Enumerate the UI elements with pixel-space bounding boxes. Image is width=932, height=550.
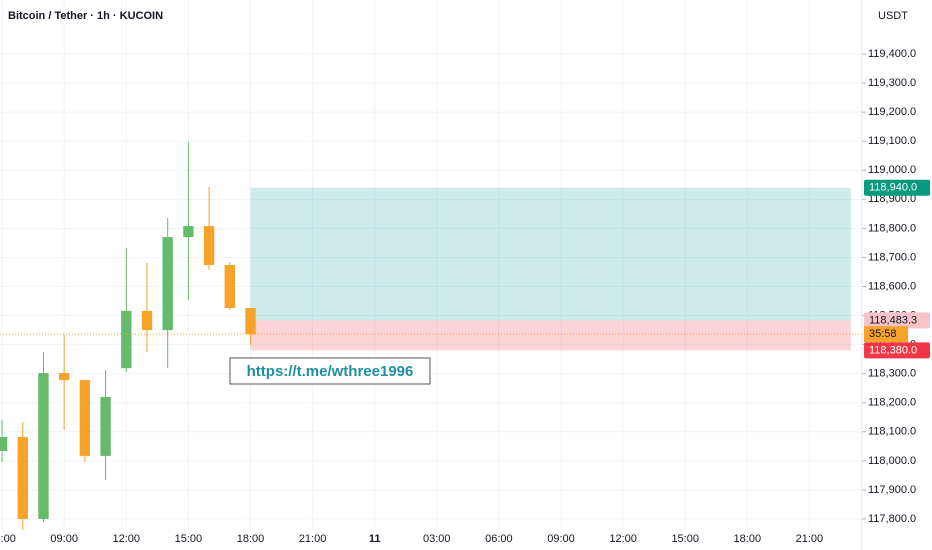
candle-body [0,437,8,451]
x-tick-label: 15:00 [671,533,699,545]
price-label: 118,483.3 [869,314,917,326]
chart-title: Bitcoin / Tether · 1h · KUCOIN [8,10,163,22]
y-tick-label: 119,200.0 [868,106,916,118]
candle-body [121,310,132,369]
x-tick-label: 11 [369,533,381,545]
price-label: 118,940.0 [869,182,917,194]
x-tick-label: 15:00 [175,533,203,545]
price-label: 118,380.0 [869,344,917,356]
x-tick-label: 12:00 [113,533,141,545]
y-tick-label: 118,000.0 [868,455,916,467]
x-tick-label: 03:00 [423,533,451,545]
x-tick-label: 18:00 [734,533,762,545]
y-tick-label: 117,800.0 [868,513,916,525]
x-tick-label: 12:00 [609,533,637,545]
annotation: https://t.me/wthree1996 [247,363,414,380]
stop-zone [250,320,851,351]
y-tick-label: 118,900.0 [868,193,916,205]
candle-body [224,265,235,309]
y-tick-label: 118,200.0 [868,397,916,409]
y-tick-label: 119,300.0 [868,77,916,89]
y-tick-label: 119,000.0 [868,164,916,176]
y-tick-label: 117,900.0 [868,484,916,496]
candle-body [79,380,91,456]
price-label-box [864,312,930,329]
y-tick-label: 118,800.0 [868,222,916,234]
x-tick-label: 06:00 [485,533,513,545]
x-tick-label: 18:00 [237,533,265,545]
candle-body [100,396,111,456]
price-label-box [864,342,930,359]
y-tick-label: 118,700.0 [868,251,916,263]
candle-body [245,308,256,335]
x-tick-label: 21:00 [299,533,327,545]
y-tick-label: 119,100.0 [868,135,916,147]
candle-body [183,226,194,238]
candle-body [58,373,70,381]
x-tick-label: 06:00 [0,533,16,545]
y-tick-label: 118,600.0 [868,280,916,292]
position-zones [250,187,851,351]
candle-body [17,437,28,519]
target-zone [250,187,851,321]
x-tick-label: 09:00 [547,533,575,545]
candle-body [141,310,153,331]
candle-body [38,373,49,519]
annotation-box [229,357,431,385]
countdown-label: 35:58 [869,328,897,340]
candle-body [203,226,215,265]
x-tick-label: 09:00 [50,533,78,545]
y-tick-label: 118,100.0 [868,426,916,438]
y-tick-label: 119,400.0 [868,48,916,60]
candles [0,142,862,530]
price-label-box [864,179,930,196]
candle-body [162,237,173,331]
y-tick-label: 118,300.0 [868,368,916,380]
x-tick-label: 21:00 [796,533,824,545]
currency-label: USDT [878,10,908,22]
countdown-box [864,326,908,343]
